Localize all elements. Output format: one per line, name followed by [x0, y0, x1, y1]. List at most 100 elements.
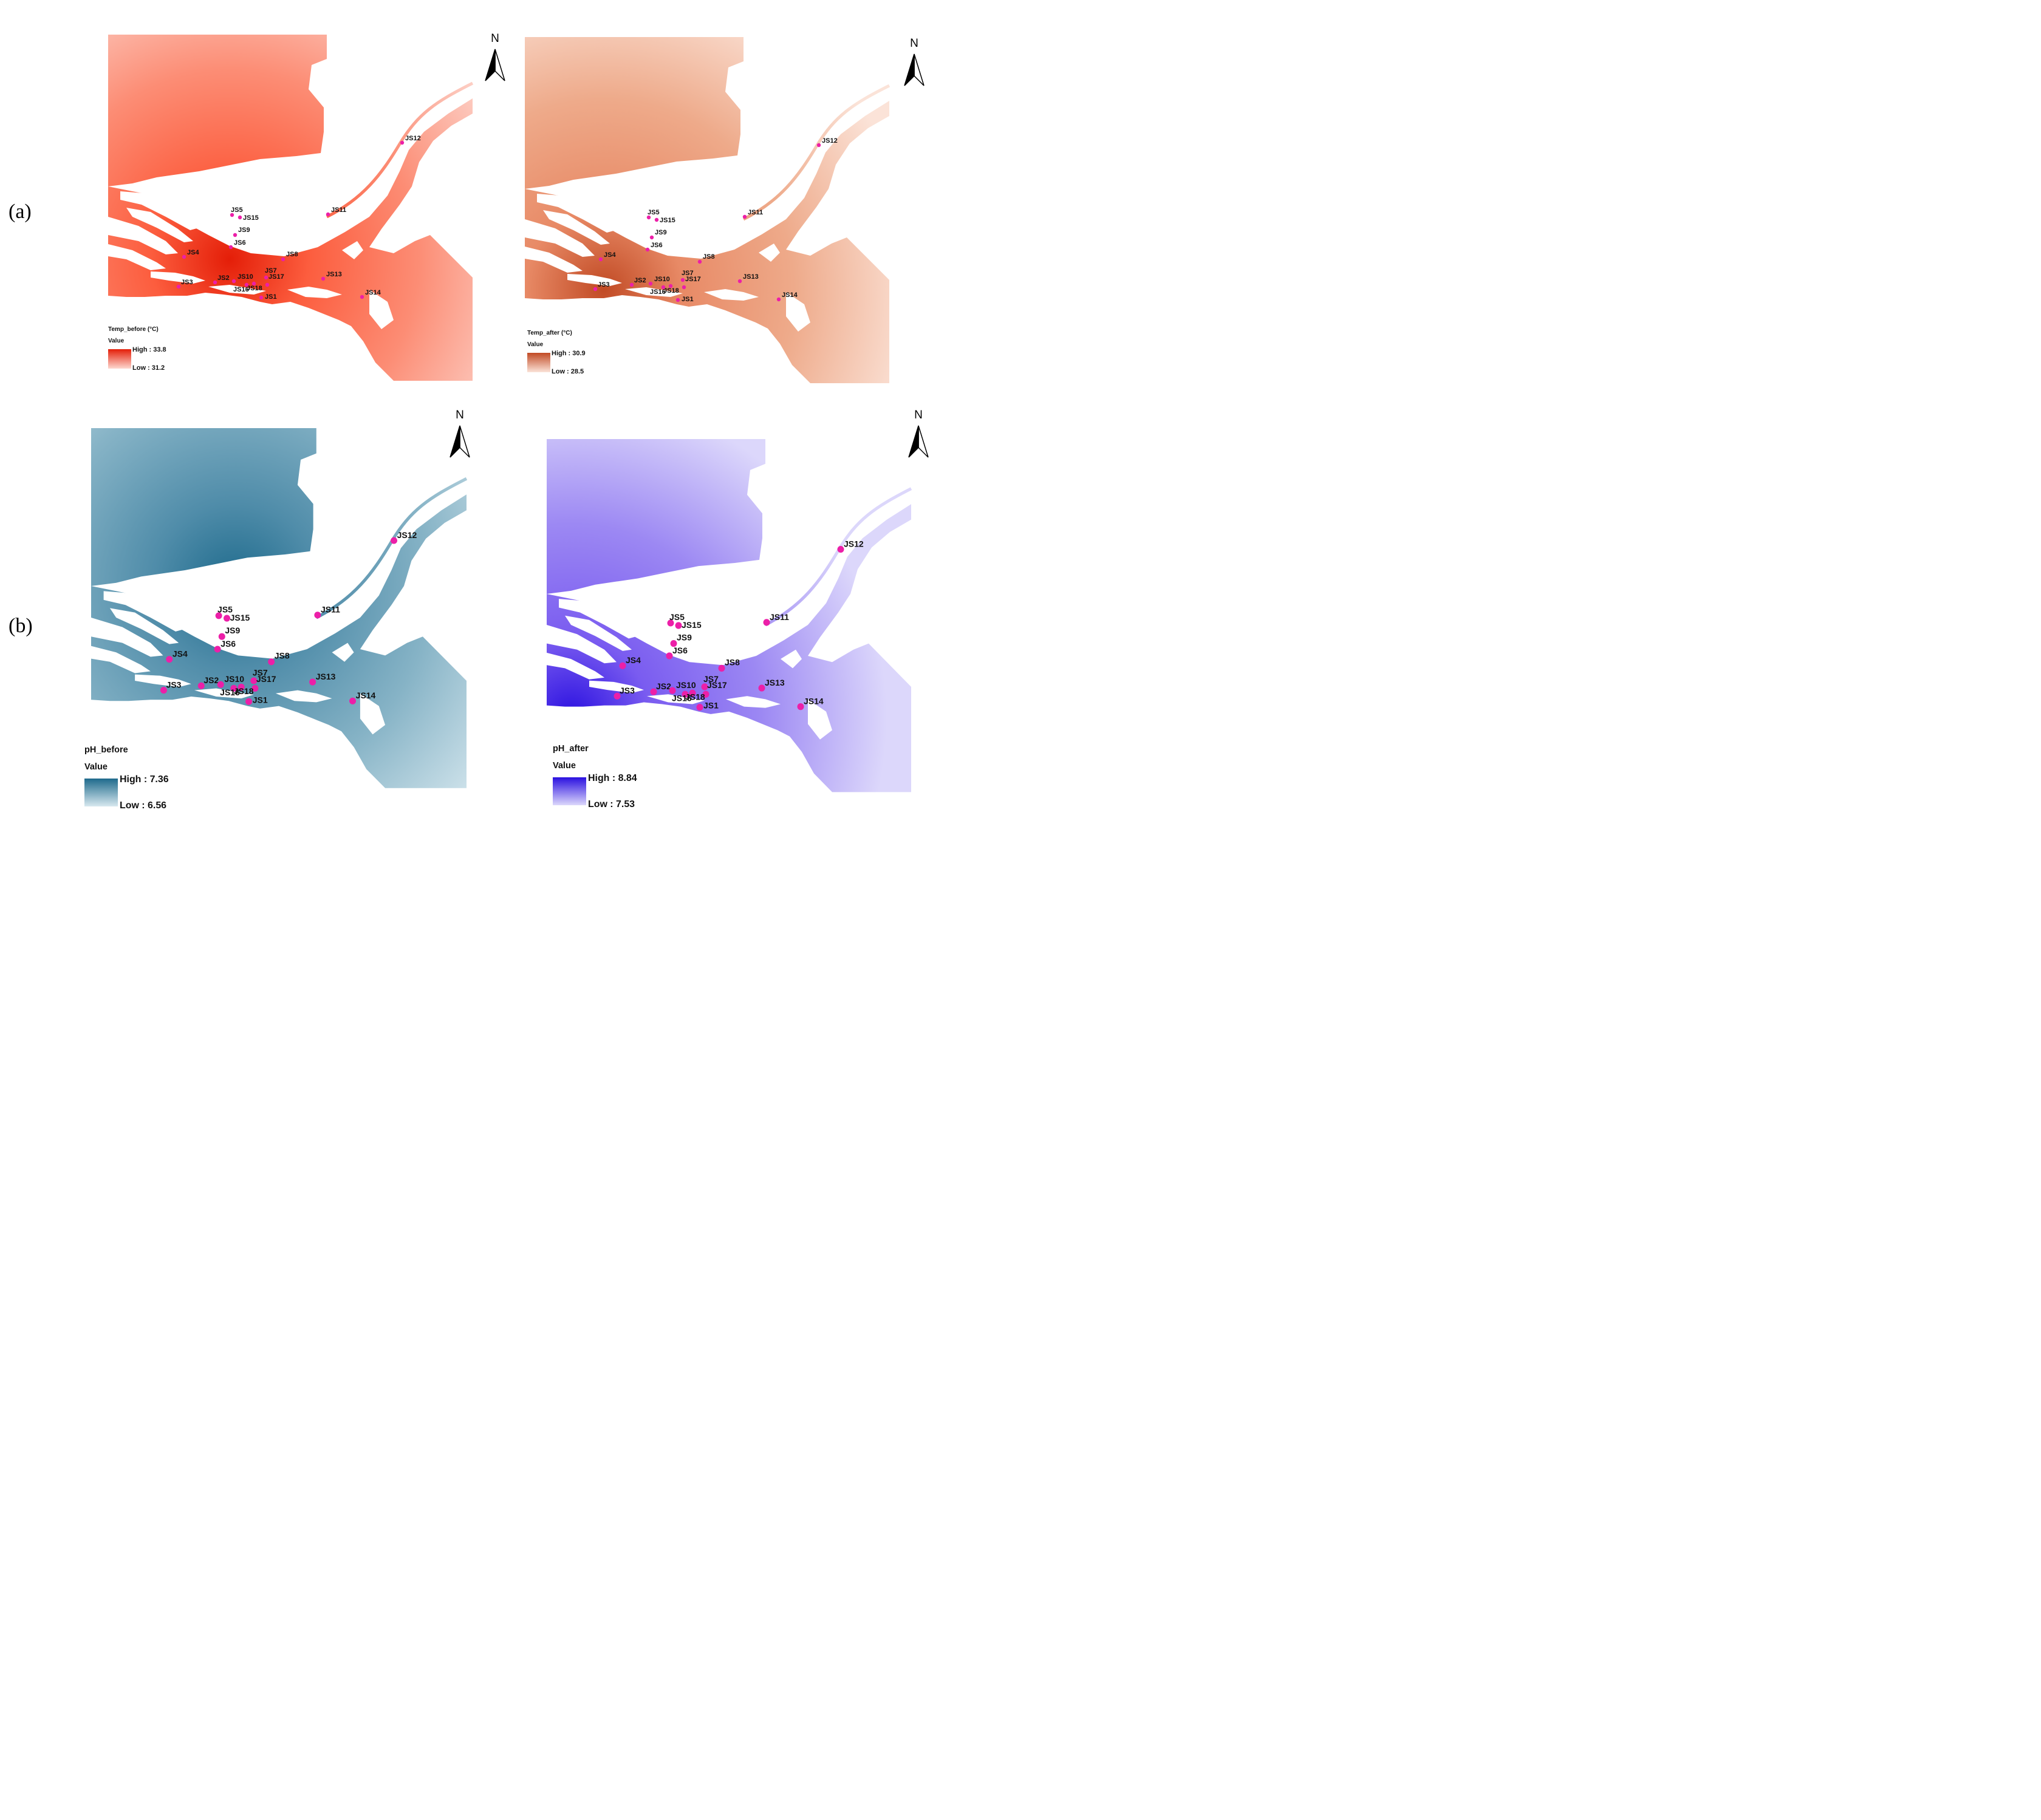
- north-label: N: [914, 409, 923, 421]
- station-marker: [321, 276, 326, 281]
- row-label-b: (b): [9, 615, 33, 637]
- north-arrow-icon: [904, 53, 925, 86]
- island-7: [151, 271, 205, 284]
- map-panel-temp-after: JS1 JS2 JS3 JS4 JS5 JS6 JS7 JS8 JS9 JS10 JS11 JS12 J…: [510, 27, 929, 392]
- island-9: [704, 289, 759, 301]
- station-marker: [230, 684, 238, 692]
- island-1: [103, 591, 185, 632]
- station-label: JS1: [265, 293, 277, 301]
- station-marker: [160, 687, 167, 694]
- island-9: [726, 696, 781, 708]
- station-label: JS3: [620, 686, 635, 695]
- legend-ph-before: pH_before Value High : 7.36 Low : 6.56: [84, 745, 234, 826]
- station-label: JS18: [247, 285, 262, 292]
- station-label: JS6: [672, 646, 688, 655]
- map-layer-ph-after: JS1 JS2 JS3 JS4 JS5 JS6 JS7 JS8 JS9 JS10 JS11 JS12 J…: [547, 439, 912, 792]
- station-label: JS17: [256, 674, 276, 684]
- station-js18: JS18: [247, 281, 262, 292]
- station-js18: JS18: [234, 683, 254, 696]
- station-label: JS3: [598, 281, 610, 288]
- legend-temp-after: Temp_after (°C) Value High : 30.9 Low : 28.…: [527, 330, 631, 386]
- station-label: JS8: [286, 251, 298, 258]
- station-js6: JS6: [666, 646, 688, 659]
- station-js3: JS3: [614, 686, 635, 700]
- station-label: JS5: [217, 605, 233, 615]
- station-marker: [214, 646, 221, 653]
- station-label: JS14: [804, 696, 824, 706]
- station-js11: JS11: [326, 206, 346, 217]
- map-panel-ph-before: JS1 JS2 JS3 JS4 JS5 JS6 JS7 JS8 JS9 JS10 JS11 JS12 J…: [74, 404, 499, 829]
- station-marker: [667, 619, 674, 627]
- station-js4: JS4: [619, 655, 641, 669]
- station-label: JS13: [743, 273, 759, 281]
- legend-low: Low : 28.5: [552, 368, 584, 375]
- island-1: [120, 191, 199, 230]
- island-9: [287, 287, 342, 298]
- island-3: [525, 219, 595, 257]
- station-marker: [213, 280, 217, 285]
- station-marker: [326, 212, 330, 217]
- legend-high: High : 33.8: [132, 346, 166, 353]
- station-js5: JS5: [667, 612, 685, 627]
- sea-area: [108, 35, 327, 186]
- station-marker: [244, 282, 249, 287]
- station-marker: [166, 656, 173, 663]
- station-marker: [666, 652, 673, 659]
- station-label: JS7: [703, 674, 719, 684]
- station-js8: JS8: [268, 651, 290, 666]
- legend-value-label: Value: [553, 760, 576, 771]
- station-js7: JS7: [701, 674, 719, 690]
- station-label: JS1: [682, 296, 694, 303]
- legend-title: pH_before: [84, 745, 128, 755]
- station-label: JS13: [316, 672, 336, 681]
- station-marker: [259, 295, 264, 300]
- station-js1: JS1: [245, 695, 268, 705]
- station-marker: [758, 684, 765, 692]
- station-marker: [646, 215, 651, 220]
- river-channel: [742, 84, 891, 221]
- island-6: [253, 582, 307, 608]
- island-10: [342, 241, 363, 259]
- station-label: JS12: [822, 137, 838, 145]
- station-label: JS3: [181, 279, 193, 286]
- legend-value-label: Value: [108, 338, 125, 344]
- station-label: JS1: [703, 701, 719, 711]
- station-label: JS2: [217, 274, 230, 282]
- station-marker: [680, 278, 685, 282]
- legend-value-label: Value: [84, 762, 108, 772]
- station-js1: JS1: [696, 701, 719, 711]
- station-js9: JS9: [670, 632, 692, 647]
- north-arrow: N: [906, 409, 931, 461]
- station-marker: [629, 282, 634, 287]
- island-11: [369, 290, 394, 329]
- station-label: JS2: [656, 681, 671, 691]
- station-label: JS17: [707, 680, 727, 690]
- island-11: [786, 292, 810, 332]
- station-js9: JS9: [233, 227, 250, 237]
- island-3: [547, 625, 617, 664]
- map-svg-temp-before: JS1 JS2 JS3 JS4 JS5 JS6 JS7 JS8 JS9 JS10 JS11 JS12 J…: [108, 35, 474, 381]
- station-js7: JS7: [264, 267, 277, 280]
- station-marker: [837, 545, 844, 553]
- station-marker: [250, 677, 258, 684]
- island-1: [559, 599, 638, 639]
- station-label: JS15: [660, 217, 675, 224]
- station-js6: JS6: [645, 242, 663, 252]
- station-marker: [645, 247, 650, 252]
- station-marker: [228, 245, 233, 250]
- island-4: [91, 646, 151, 673]
- station-label: JS10: [224, 674, 244, 684]
- island-11: [360, 693, 386, 735]
- island-5: [620, 587, 790, 647]
- station-js4: JS4: [182, 249, 199, 259]
- station-label: JS2: [634, 277, 646, 284]
- north-arrow-icon: [485, 49, 505, 81]
- station-marker: [593, 287, 598, 291]
- station-label: JS16: [220, 687, 240, 697]
- station-js15: JS15: [675, 620, 702, 630]
- station-label: JS8: [725, 657, 740, 667]
- station-label: JS10: [676, 680, 696, 690]
- station-marker: [689, 689, 696, 697]
- station-marker: [648, 281, 653, 286]
- station-label: JS5: [231, 206, 243, 214]
